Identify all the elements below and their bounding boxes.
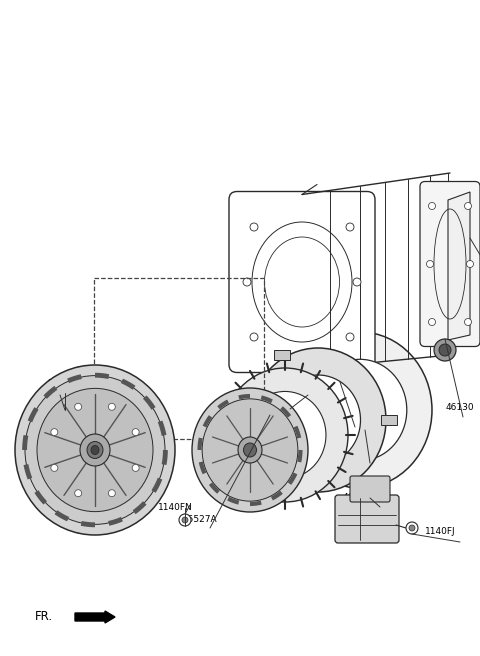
Circle shape [429,319,435,325]
Text: 1140FJ: 1140FJ [425,527,456,537]
Circle shape [406,522,418,534]
Ellipse shape [313,359,407,461]
Ellipse shape [243,443,256,457]
Ellipse shape [276,375,360,465]
Bar [94,279,264,440]
Circle shape [51,464,58,472]
Text: 1140FN: 1140FN [157,504,192,512]
Circle shape [467,260,473,268]
FancyBboxPatch shape [350,476,390,502]
Circle shape [75,403,82,410]
Text: FR.: FR. [35,611,53,623]
Polygon shape [448,192,470,340]
Ellipse shape [91,445,99,455]
Circle shape [243,278,251,286]
Circle shape [346,333,354,341]
Ellipse shape [37,388,153,512]
Ellipse shape [192,388,308,512]
Circle shape [409,525,415,531]
Text: 46130: 46130 [446,403,474,413]
FancyBboxPatch shape [274,350,290,359]
Ellipse shape [98,407,142,493]
Ellipse shape [87,441,103,459]
Circle shape [108,489,115,497]
Circle shape [250,333,258,341]
Circle shape [429,203,435,209]
Circle shape [132,428,139,436]
Ellipse shape [439,344,451,356]
Circle shape [427,260,433,268]
FancyBboxPatch shape [335,495,399,543]
Ellipse shape [288,332,432,488]
Text: 45527A: 45527A [183,516,217,525]
Ellipse shape [434,339,456,361]
Ellipse shape [222,368,348,502]
Circle shape [182,517,188,523]
Ellipse shape [202,399,298,501]
Circle shape [75,489,82,497]
FancyBboxPatch shape [420,182,480,346]
Text: 46120C: 46120C [343,493,377,502]
Circle shape [51,428,58,436]
Polygon shape [300,168,450,368]
Circle shape [465,203,471,209]
FancyArrow shape [75,611,115,623]
Circle shape [250,223,258,231]
Ellipse shape [15,365,175,535]
Ellipse shape [238,437,262,463]
Ellipse shape [25,376,165,524]
Ellipse shape [244,392,326,478]
Circle shape [346,223,354,231]
FancyBboxPatch shape [229,192,375,373]
Text: 46100B: 46100B [337,449,372,457]
Text: 45611A: 45611A [323,413,358,422]
FancyBboxPatch shape [274,480,290,491]
Circle shape [108,403,115,410]
Text: 45694B: 45694B [258,396,292,405]
Ellipse shape [250,348,386,492]
FancyBboxPatch shape [382,415,397,425]
Text: 45100: 45100 [46,379,74,388]
Circle shape [132,464,139,472]
Circle shape [353,278,361,286]
Ellipse shape [80,434,110,466]
Circle shape [465,319,471,325]
Circle shape [179,514,191,526]
